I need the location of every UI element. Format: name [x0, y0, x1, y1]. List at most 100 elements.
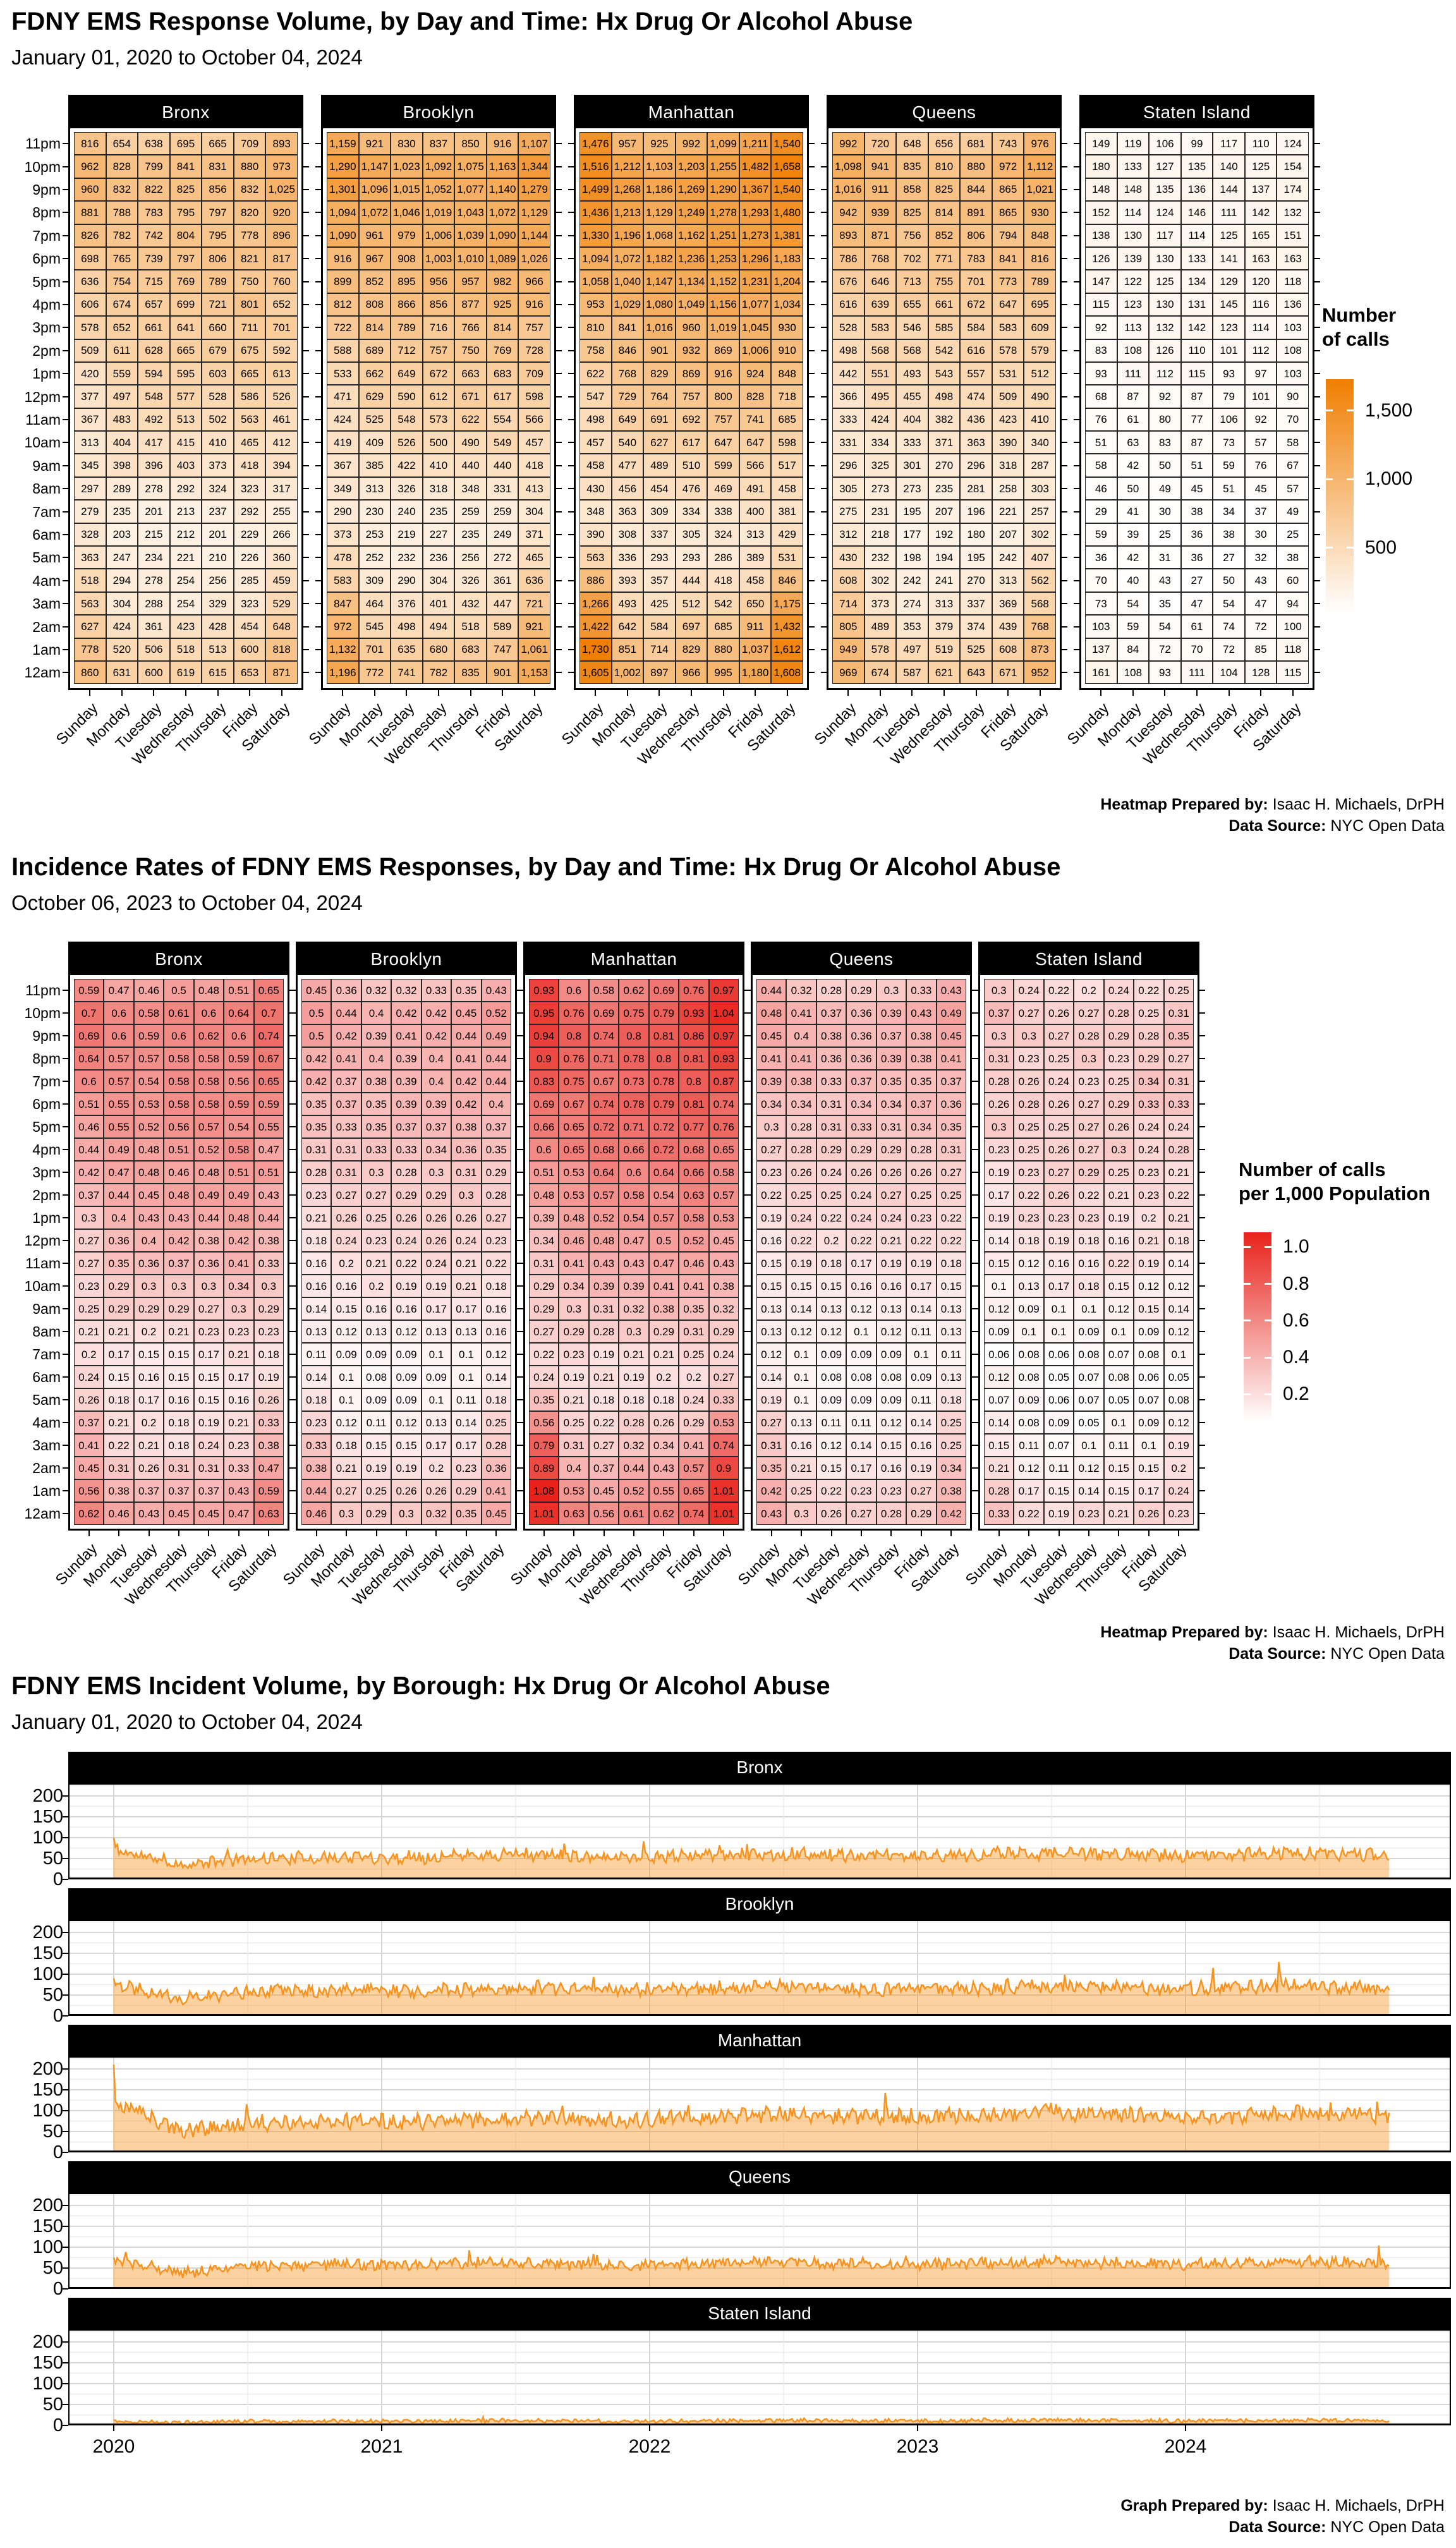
timeseries-plot-bronx [68, 1783, 1451, 1879]
heatmap-cell: 585 [928, 316, 961, 339]
heatmap-cell: 804 [169, 224, 202, 247]
heatmap-cell: 583 [992, 316, 1024, 339]
heatmap-cell: 0.44 [619, 1457, 649, 1479]
heatmap-cell: 254 [169, 592, 202, 616]
heatmap-cell: 0.66 [679, 1161, 709, 1184]
axis-tick [973, 1354, 978, 1355]
heatmap-cell: 0.16 [906, 1434, 937, 1457]
heatmap-cell: 1,730 [579, 638, 612, 661]
heatmap-cell: 0.21 [588, 1366, 619, 1388]
heatmap-cell: 1,147 [358, 155, 391, 178]
axis-tick [1314, 373, 1320, 375]
heatmap-cell: 477 [611, 454, 644, 477]
axis-tick [290, 1354, 296, 1355]
heatmap-cell: 54 [1213, 592, 1245, 616]
axis-tick [63, 2225, 68, 2227]
heatmap-cell: 0.14 [756, 1366, 787, 1388]
axis-tick [973, 1445, 978, 1446]
heatmap-cell: 331 [832, 431, 864, 454]
heatmap-cell: 0.24 [1103, 979, 1134, 1002]
axis-tick [63, 2425, 68, 2426]
heatmap-cell: 0.24 [846, 1206, 877, 1229]
heatmap-cell: 0.31 [984, 1047, 1014, 1070]
footer1-preparedby-label: Heatmap Prepared by: [1100, 796, 1268, 813]
heatmap-cell: 0.83 [529, 1070, 559, 1093]
heatmap-cell: 0.06 [1043, 1388, 1074, 1411]
axis-tick [745, 1149, 751, 1150]
heatmap-cell: 0.29 [846, 1138, 877, 1161]
heatmap-cell: 50 [1149, 454, 1181, 477]
heatmap-cell: 0.26 [391, 1206, 422, 1229]
heatmap-cell: 0.23 [1163, 1502, 1194, 1525]
heatmap-cell: 0.35 [301, 1093, 332, 1115]
heatmap-cell: 0.64 [648, 1161, 679, 1184]
axis-tick [290, 1035, 296, 1036]
axis-tick [568, 419, 574, 420]
heatmap-cell: 583 [864, 316, 897, 339]
heatmap-cell: 0.22 [786, 1229, 816, 1252]
heatmap-cell: 829 [675, 638, 708, 661]
heatmap-cell: 0.12 [391, 1411, 422, 1434]
axis-tick [1062, 258, 1067, 260]
heatmap-cell: 0.11 [451, 1388, 482, 1411]
heatmap-cell: 0.09 [1043, 1411, 1074, 1434]
axis-tick [745, 1513, 751, 1514]
heatmap-cell: 0.37 [331, 1093, 361, 1115]
axis-tick [691, 689, 692, 696]
heatmap-cell: 1,330 [579, 224, 612, 247]
legend-tick-label: 0.4 [1283, 1347, 1309, 1368]
axis-tick [1199, 1172, 1205, 1173]
heatmap-cell: 0.37 [816, 1002, 847, 1024]
heatmap-cell: 0.12 [816, 1320, 847, 1343]
axis-tick [809, 488, 815, 490]
axis-tick [556, 327, 562, 329]
axis-tick [973, 1126, 978, 1127]
heatmap-cell: 0.28 [876, 1502, 907, 1525]
heatmap-cell: 423 [169, 615, 202, 638]
heatmap-cell: 0.26 [1043, 1138, 1074, 1161]
heatmap-cell: 531 [992, 361, 1024, 385]
heatmap-cell: 856 [422, 293, 455, 317]
heatmap-cell: 0.6 [74, 1070, 104, 1093]
heatmap-cell: 728 [518, 339, 550, 362]
axis-tick [1199, 1149, 1205, 1150]
axis-tick [518, 1376, 523, 1378]
heatmap-cell: 455 [896, 385, 928, 408]
heatmap-cell: 130 [1117, 224, 1150, 247]
axis-tick [303, 534, 309, 535]
heatmap-cell: 0.13 [936, 1366, 966, 1388]
heatmap-cell: 0.28 [481, 1434, 511, 1457]
axis-tick [185, 689, 186, 696]
axis-tick [63, 1422, 68, 1423]
axis-tick [63, 1445, 68, 1446]
footer3-preparedby-value: Isaac H. Michaels, DrPH [1268, 2497, 1445, 2515]
heatmap-cell: 0.25 [679, 1343, 709, 1366]
hour-label: 12am [24, 1505, 61, 1522]
heatmap-cell: 589 [486, 615, 519, 638]
axis-tick [595, 689, 597, 696]
legend-tick [1265, 1246, 1271, 1248]
heatmap-cell: 0.97 [708, 979, 739, 1002]
heatmap-cell: 615 [202, 660, 234, 684]
heatmap-cell: 0.19 [588, 1343, 619, 1366]
axis-tick [518, 1354, 523, 1355]
heatmap-cell: 0.09 [391, 1343, 422, 1366]
heatmap-cell: 0.24 [421, 1252, 452, 1275]
heatmap-cell: 77 [1180, 408, 1213, 432]
heatmap-cell: 0.23 [846, 1479, 877, 1502]
heatmap-cell: 0.31 [876, 1115, 907, 1138]
footer3-source-value: NYC Open Data [1326, 2518, 1445, 2536]
heatmap-cell: 213 [169, 500, 202, 523]
heatmap-cell: 0.43 [588, 1252, 619, 1275]
heatmap-cell: 0.27 [1043, 1024, 1074, 1047]
legend1-title: Number of calls [1322, 303, 1396, 351]
axis-tick [973, 1422, 978, 1423]
axis-tick [1314, 212, 1320, 214]
axis-tick [556, 557, 562, 559]
axis-tick [1088, 1531, 1089, 1536]
axis-tick [1199, 1035, 1205, 1036]
axis-tick [809, 534, 815, 535]
heatmap-cell: 0.33 [846, 1115, 877, 1138]
heatmap-cell: 0.14 [846, 1434, 877, 1457]
hour-label: 9am [32, 457, 61, 474]
